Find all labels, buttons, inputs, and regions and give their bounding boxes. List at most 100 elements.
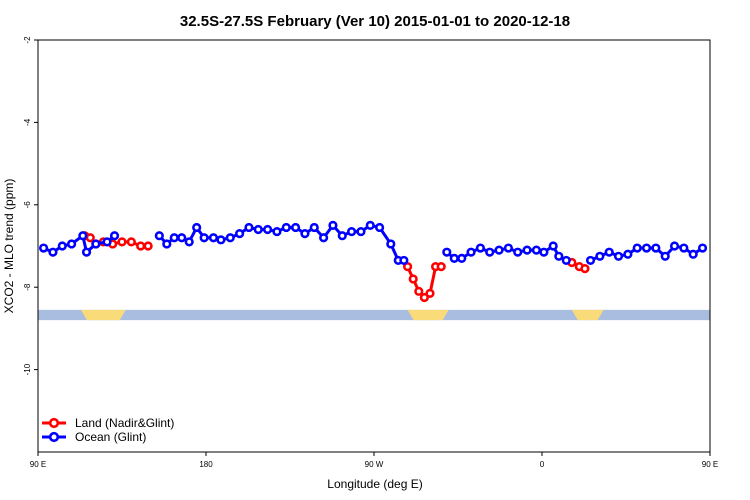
data-point: [669, 241, 680, 251]
data-point: [442, 247, 452, 257]
data-point: [375, 222, 385, 233]
data-point: [169, 233, 179, 243]
legend-label: Land (Nadir&Glint): [75, 416, 174, 430]
data-point: [425, 288, 435, 298]
chart-title: 32.5S-27.5S February (Ver 10) 2015-01-01…: [180, 13, 570, 30]
data-point: [291, 222, 301, 233]
ocean-band: [38, 309, 710, 321]
data-point: [300, 229, 310, 239]
data-point: [554, 251, 564, 261]
x-tick-label: 90 W: [365, 460, 384, 469]
data-point: [688, 249, 698, 259]
data-point: [613, 251, 624, 261]
data-point: [162, 239, 172, 249]
data-point: [91, 239, 101, 249]
data-point: [408, 274, 418, 284]
land-segment: [407, 309, 449, 321]
land-ocean-mask: [38, 309, 710, 321]
y-tick-label: -4: [23, 118, 32, 126]
data-point: [475, 243, 486, 253]
data-point: [109, 231, 120, 241]
data-point: [595, 251, 605, 261]
data-point: [449, 253, 459, 263]
data-point: [623, 249, 633, 259]
data-point: [66, 239, 77, 249]
data-point: [356, 226, 366, 237]
data-point: [216, 235, 226, 245]
data-point: [235, 229, 245, 239]
x-tick-label: 90 E: [702, 460, 718, 469]
data-point: [531, 245, 542, 255]
data-point: [102, 237, 112, 247]
data-point: [143, 241, 153, 251]
y-tick-label: -8: [23, 283, 32, 291]
data-point: [513, 247, 523, 257]
data-point: [85, 233, 95, 243]
data-point: [309, 222, 319, 233]
data-point: [414, 286, 424, 296]
legend-marker: [48, 417, 60, 429]
data-point: [225, 233, 235, 243]
data-point: [48, 247, 58, 257]
data-point: [660, 251, 670, 261]
data-point: [253, 224, 263, 235]
data-point: [585, 255, 596, 266]
y-axis-label: XCO2 - MLO trend (ppm): [2, 179, 16, 314]
data-point: [192, 222, 202, 233]
data-point: [604, 247, 614, 257]
land-segment: [80, 309, 126, 321]
data-point: [281, 222, 291, 233]
data-point: [399, 255, 409, 266]
data-point: [548, 241, 558, 251]
data-point: [272, 226, 282, 237]
data-point: [57, 241, 67, 251]
data-point: [136, 241, 146, 251]
data-point: [641, 243, 652, 253]
data-point: [457, 253, 467, 263]
data-point: [522, 245, 532, 255]
data-point: [117, 237, 127, 247]
data-point: [697, 243, 708, 253]
x-tick-label: 90 E: [30, 460, 46, 469]
legend: Land (Nadir&Glint)Ocean (Glint): [42, 416, 174, 444]
data-point: [199, 233, 209, 243]
series-ocean: [38, 220, 708, 266]
data-point: [503, 243, 514, 253]
data-point: [485, 247, 495, 257]
data-point: [78, 231, 88, 241]
y-tick-label: -10: [23, 363, 32, 375]
y-tick-label: -6: [23, 201, 32, 209]
x-tick-label: 180: [199, 460, 213, 469]
data-point: [126, 237, 136, 247]
data-point: [81, 247, 92, 257]
data-point: [679, 243, 689, 253]
data-point: [403, 262, 413, 272]
data-point: [561, 255, 571, 266]
y-tick-label: -2: [23, 36, 32, 44]
data-point: [208, 233, 219, 243]
data-point: [632, 243, 642, 253]
data-point: [154, 231, 164, 241]
land-segment: [571, 309, 604, 321]
data-point: [337, 231, 347, 241]
data-point: [319, 233, 329, 243]
data-point: [466, 247, 476, 257]
data-point: [263, 224, 273, 235]
data-point: [177, 233, 187, 243]
data-point: [244, 222, 254, 233]
x-axis-label: Longitude (deg E): [327, 477, 422, 491]
data-point: [651, 243, 661, 253]
legend-marker: [48, 431, 60, 443]
data-point: [184, 237, 194, 247]
data-point: [386, 239, 396, 249]
data-point: [328, 220, 338, 230]
data-point: [494, 245, 504, 255]
data-point: [539, 247, 549, 257]
axis-ticks: 90 E 180 90 W 0 90 E -2 -4 -6 -8 -10: [23, 36, 718, 469]
data-point: [436, 262, 446, 272]
series-layer: [38, 220, 708, 303]
data-point: [365, 220, 375, 230]
data-point: [347, 226, 357, 237]
x-tick-label: 0: [540, 460, 545, 469]
